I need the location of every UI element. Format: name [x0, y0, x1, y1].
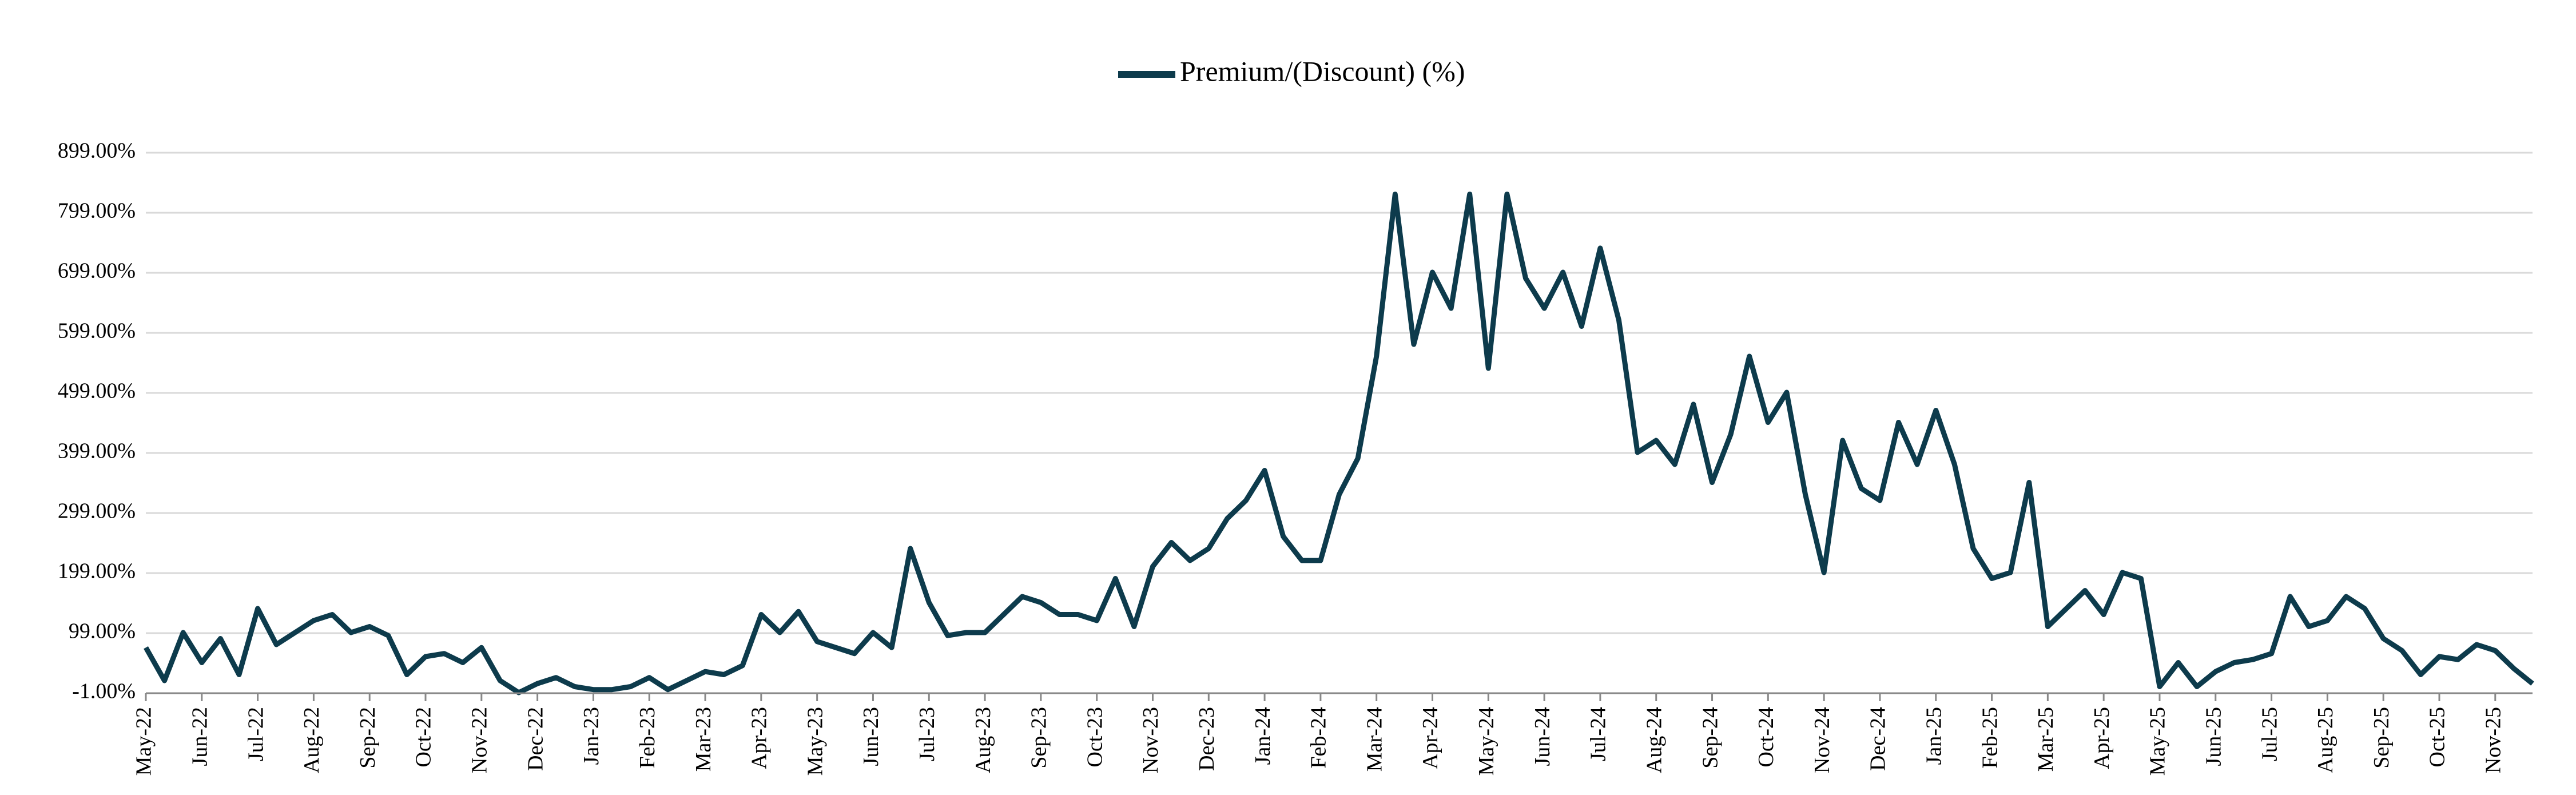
x-tick-label: Apr-25 — [2090, 707, 2114, 769]
x-tick-label: Aug-25 — [2313, 707, 2338, 773]
x-tick-label: Jun-23 — [859, 707, 883, 766]
x-tick-label: May-22 — [132, 707, 156, 776]
y-tick-label: 499.00% — [58, 379, 136, 403]
x-tick-label: Aug-22 — [300, 707, 324, 773]
x-tick-label: Apr-24 — [1418, 707, 1442, 769]
x-tick-label: Oct-22 — [412, 707, 436, 768]
y-tick-label: 199.00% — [58, 559, 136, 583]
x-tick-label: Oct-25 — [2426, 707, 2450, 768]
x-tick-label: Jan-25 — [1922, 707, 1946, 765]
y-tick-label: -1.00% — [72, 679, 136, 703]
x-tick-label: Jan-23 — [579, 707, 603, 765]
x-tick-label: Nov-23 — [1139, 707, 1163, 773]
x-tick-label: Feb-24 — [1307, 707, 1331, 769]
y-tick-label: 599.00% — [58, 319, 136, 343]
x-tick-label: Feb-23 — [635, 707, 659, 769]
x-tick-label: May-24 — [1474, 707, 1498, 776]
y-tick-label: 99.00% — [69, 619, 136, 643]
x-tick-label: Jul-25 — [2257, 707, 2281, 761]
x-tick-label: Sep-22 — [356, 707, 380, 769]
x-tick-label: Sep-24 — [1698, 707, 1722, 769]
x-tick-label: Jun-24 — [1531, 707, 1555, 766]
y-tick-label: 399.00% — [58, 439, 136, 463]
x-tick-label: Dec-22 — [523, 707, 547, 771]
x-tick-label: Aug-24 — [1642, 707, 1666, 773]
x-tick-label: Mar-24 — [1362, 707, 1386, 772]
x-tick-label: Jul-24 — [1587, 707, 1611, 761]
x-tick-label: Aug-23 — [971, 707, 995, 773]
x-tick-label: Dec-24 — [1866, 707, 1890, 771]
x-tick-label: May-25 — [2146, 707, 2170, 776]
x-tick-label: Apr-23 — [748, 707, 772, 769]
x-tick-label: Feb-25 — [1978, 707, 2002, 769]
x-tick-label: Oct-24 — [1754, 707, 1778, 768]
y-tick-label: 699.00% — [58, 259, 136, 283]
x-tick-label: Nov-25 — [2482, 707, 2506, 773]
legend-label: Premium/(Discount) (%) — [1180, 55, 1465, 87]
x-tick-label: Nov-24 — [1810, 707, 1834, 773]
x-tick-label: Jun-22 — [188, 707, 212, 766]
data-line — [144, 192, 2534, 695]
x-tick-label: Sep-25 — [2370, 707, 2394, 769]
x-tick-label: Sep-23 — [1027, 707, 1051, 769]
x-tick-label: Nov-22 — [468, 707, 492, 773]
x-tick-label: Jan-24 — [1251, 707, 1275, 765]
x-tick-label: Dec-23 — [1195, 707, 1219, 771]
y-tick-label: 799.00% — [58, 199, 136, 223]
x-tick-label: Mar-25 — [2034, 707, 2058, 772]
x-tick-label: Jun-25 — [2201, 707, 2225, 766]
x-tick-label: Jul-22 — [244, 707, 268, 761]
y-tick-label: 299.00% — [58, 499, 136, 523]
x-tick-label: Oct-23 — [1083, 707, 1107, 768]
x-tick-label: May-23 — [803, 707, 827, 776]
y-tick-label: 899.00% — [58, 139, 136, 163]
x-tick-label: Jul-23 — [915, 707, 939, 761]
x-tick-label: Mar-23 — [691, 707, 715, 772]
